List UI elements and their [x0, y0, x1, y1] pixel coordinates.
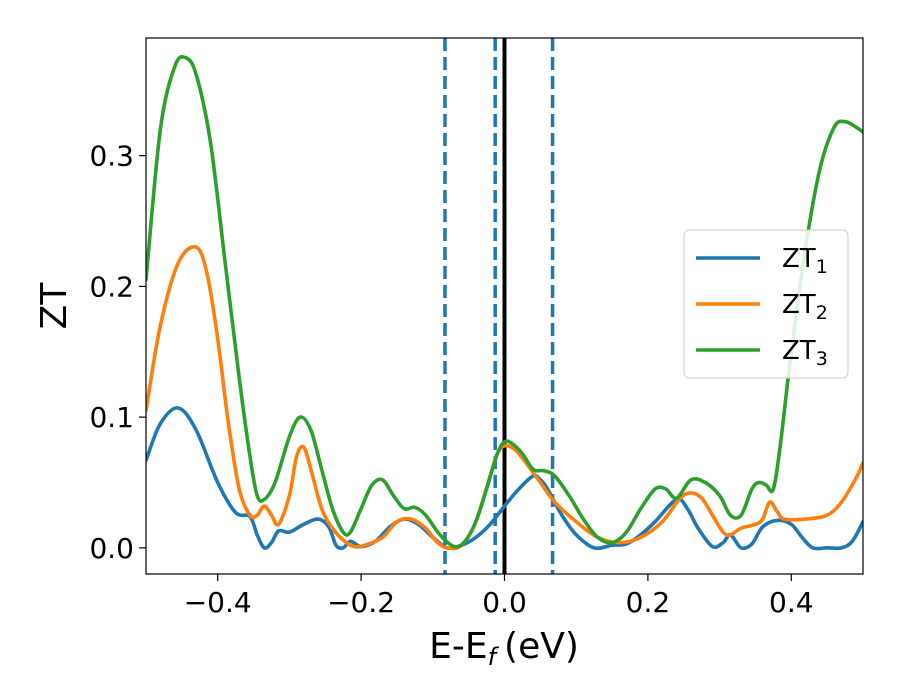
series-line-zt3: [146, 54, 863, 549]
x-axis-label-subscript: f: [488, 643, 500, 671]
series-layer: [146, 54, 863, 551]
legend-label-zt2: ZT2: [782, 290, 828, 324]
x-tick-label: −0.4: [184, 586, 252, 619]
x-tick-label: 0.2: [626, 586, 671, 619]
series-line-zt1: [146, 406, 863, 551]
y-tick-label: 0.1: [89, 401, 134, 434]
y-tick-label: 0.2: [89, 270, 134, 303]
x-axis-label: E-Ef (eV): [429, 626, 579, 671]
x-axis-ticks: −0.4 −0.2 0.0 0.2 0.4: [184, 574, 814, 619]
x-tick-label: −0.2: [327, 586, 395, 619]
legend-label-zt3: ZT3: [782, 336, 828, 370]
x-axis-label-main: E-E: [429, 626, 487, 667]
x-tick-label: 0.0: [482, 586, 527, 619]
y-tick-label: 0.0: [89, 532, 134, 565]
x-axis-label-unit: (eV): [504, 626, 579, 667]
legend: ZT1 ZT2 ZT3: [683, 229, 849, 379]
x-tick-label: 0.4: [769, 586, 814, 619]
reference-lines: [443, 38, 555, 574]
y-axis-label: ZT: [34, 282, 75, 330]
legend-box: [683, 229, 849, 379]
legend-label-zt1: ZT1: [782, 244, 828, 278]
y-axis-ticks: 0.0 0.1 0.2 0.3: [89, 140, 146, 565]
y-tick-label: 0.3: [89, 140, 134, 173]
